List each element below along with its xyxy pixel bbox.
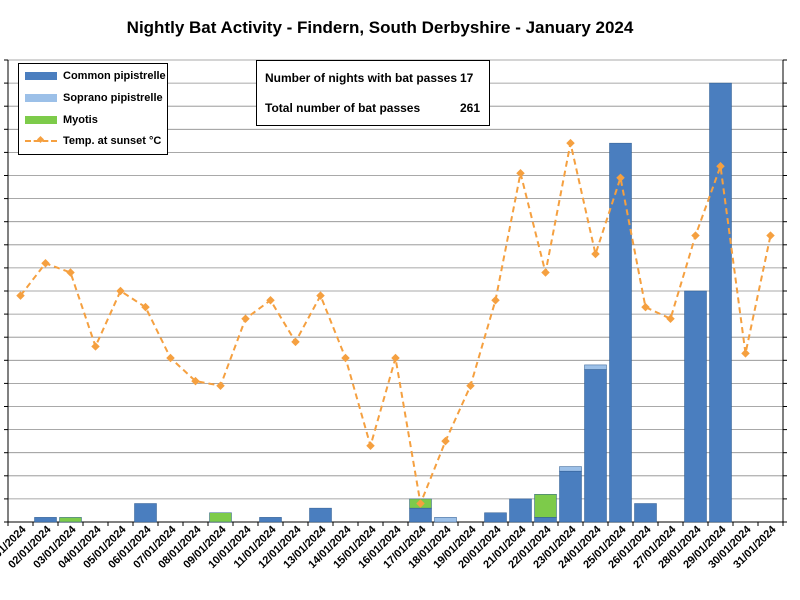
temperature-point — [766, 231, 775, 240]
bar — [709, 82, 732, 523]
temperature-point — [741, 349, 750, 358]
temperature-point — [441, 436, 450, 446]
stats-box: Number of nights with bat passes 17 Tota… — [256, 60, 490, 126]
bar — [634, 503, 657, 523]
bar — [584, 369, 607, 523]
total-value: 261 — [460, 101, 481, 115]
legend-label: Common pipistrelle — [63, 70, 166, 82]
bar — [59, 517, 82, 523]
bar — [309, 507, 332, 523]
bar — [34, 517, 57, 523]
nights-label: Number of nights with bat passes — [265, 71, 458, 85]
legend-item-myotis: Myotis — [25, 114, 98, 126]
temperature-point — [191, 376, 200, 386]
legend-item-temperature: Temp. at sunset °C — [25, 135, 161, 147]
temperature-point — [391, 353, 400, 363]
legend-swatch — [25, 94, 57, 102]
temperature-point — [366, 441, 375, 451]
temperature-point — [291, 337, 300, 347]
legend-item-soprano-pipistrelle: Soprano pipistrelle — [25, 92, 163, 104]
temperature-point — [516, 168, 525, 178]
temperature-point — [66, 268, 75, 277]
bar — [434, 517, 457, 523]
temperature-point — [641, 302, 650, 312]
bar — [209, 512, 232, 523]
temperature-line — [19, 142, 772, 508]
temperature-point — [241, 314, 250, 323]
legend-label: Myotis — [63, 114, 98, 126]
legend: Common pipistrelle Soprano pipistrelle M… — [18, 63, 168, 155]
legend-line-swatch — [25, 137, 57, 145]
bar — [484, 512, 507, 523]
temperature-point — [116, 286, 125, 296]
temperature-point — [541, 268, 550, 277]
temperature-point — [41, 259, 50, 268]
legend-swatch — [25, 72, 57, 80]
temperature-point — [591, 249, 600, 259]
temperature-point — [166, 353, 175, 363]
bar — [559, 470, 582, 523]
bar — [409, 507, 432, 523]
temperature-point — [216, 381, 225, 390]
temperature-point — [566, 138, 575, 148]
temperature-point — [16, 291, 25, 300]
bar — [534, 494, 557, 518]
temperature-point — [666, 314, 675, 323]
legend-label: Temp. at sunset °C — [63, 135, 162, 147]
bar — [259, 517, 282, 523]
temperature-point — [91, 342, 100, 351]
bar — [134, 503, 157, 523]
temperature-point — [316, 291, 325, 300]
bar — [609, 142, 632, 523]
bar — [509, 498, 532, 523]
bar — [684, 290, 707, 523]
temperature-point — [141, 302, 150, 312]
temperature-point — [266, 295, 275, 305]
total-label: Total number of bat passes — [265, 101, 421, 115]
nights-value: 17 — [460, 71, 474, 85]
legend-swatch — [25, 116, 57, 124]
temperature-point — [491, 295, 500, 305]
legend-item-common-pipistrelle: Common pipistrelle — [25, 70, 166, 82]
bar — [559, 466, 582, 472]
legend-label: Soprano pipistrelle — [63, 92, 163, 104]
temperature-point — [466, 381, 475, 390]
chart-title: Nightly Bat Activity - Findern, South De… — [126, 18, 634, 37]
temperature-point — [341, 353, 350, 363]
temperature-point — [691, 231, 700, 240]
temperature-point — [416, 499, 425, 508]
bar — [534, 517, 557, 523]
bar — [584, 364, 607, 370]
